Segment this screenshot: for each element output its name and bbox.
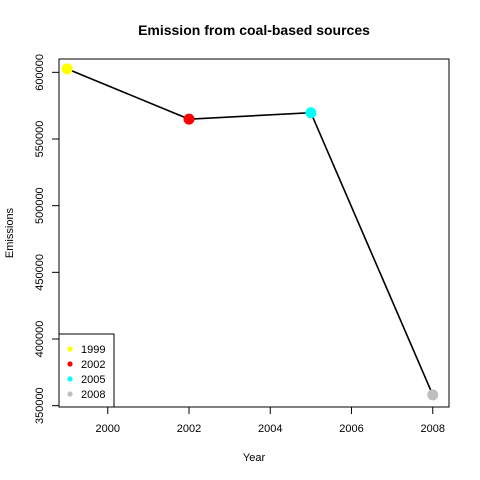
data-point-2002 (183, 113, 195, 125)
data-point-2008 (427, 389, 439, 401)
y-axis: 350000 400000 450000 500000 550000 600000 (34, 54, 59, 424)
x-tick-label: 2008 (421, 423, 445, 435)
x-tick-label: 2002 (177, 423, 201, 435)
y-tick-label: 450000 (34, 254, 46, 291)
legend-label-2005: 2005 (81, 374, 105, 386)
legend-marker-1999 (67, 346, 73, 352)
chart-title: Emission from coal-based sources (138, 22, 370, 38)
data-point-2005 (305, 107, 317, 119)
x-tick-label: 2004 (258, 423, 282, 435)
plot-frame (58, 58, 450, 408)
y-tick-label: 600000 (34, 54, 46, 91)
data-point-1999 (61, 63, 73, 75)
legend: 1999 2002 2005 2008 (58, 333, 115, 408)
legend-label-1999: 1999 (81, 344, 105, 356)
legend-label-2002: 2002 (81, 359, 105, 371)
y-tick-label: 400000 (34, 321, 46, 358)
y-tick-label: 550000 (34, 121, 46, 158)
legend-marker-2002 (67, 361, 73, 367)
emissions-series (61, 63, 439, 401)
y-tick-label: 350000 (34, 387, 46, 424)
legend-marker-2005 (67, 376, 73, 382)
x-axis: 2000 2002 2004 2006 2008 (96, 407, 445, 435)
x-axis-label: Year (243, 452, 266, 464)
x-tick-label: 2000 (96, 423, 120, 435)
series-line (66, 68, 434, 396)
legend-marker-2008 (67, 391, 73, 397)
y-axis-label: Emissions (4, 207, 16, 258)
x-tick-label: 2006 (339, 423, 363, 435)
legend-label-2008: 2008 (81, 389, 105, 401)
y-tick-label: 500000 (34, 187, 46, 224)
